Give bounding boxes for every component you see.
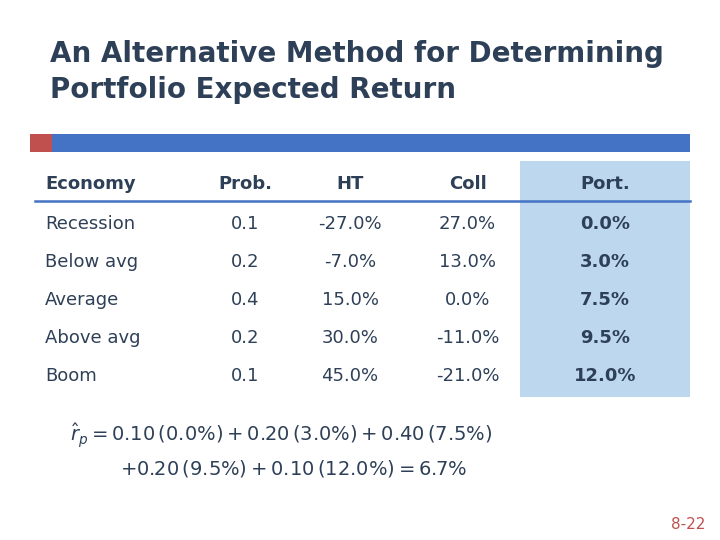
Text: 9.5%: 9.5% (580, 329, 630, 347)
Text: 0.1: 0.1 (231, 367, 259, 385)
Text: Recession: Recession (45, 215, 135, 233)
Text: -7.0%: -7.0% (324, 253, 376, 271)
Text: -21.0%: -21.0% (436, 367, 499, 385)
Text: 0.2: 0.2 (230, 329, 259, 347)
FancyBboxPatch shape (30, 134, 690, 152)
Text: 7.5%: 7.5% (580, 291, 630, 309)
Text: 0.1: 0.1 (231, 215, 259, 233)
Text: Above avg: Above avg (45, 329, 140, 347)
Text: Prob.: Prob. (218, 175, 272, 193)
Text: 12.0%: 12.0% (574, 367, 636, 385)
Text: 0.0%: 0.0% (580, 215, 630, 233)
Text: 45.0%: 45.0% (321, 367, 379, 385)
Text: $\hat{r}_p = 0.10\,(0.0\%) + 0.20\,(3.0\%) + 0.40\,(7.5\%)$: $\hat{r}_p = 0.10\,(0.0\%) + 0.20\,(3.0\… (70, 422, 492, 450)
Text: 0.2: 0.2 (230, 253, 259, 271)
Text: $+ 0.20\,(9.5\%) + 0.10\,(12.0\%) = 6.7\%$: $+ 0.20\,(9.5\%) + 0.10\,(12.0\%) = 6.7\… (120, 458, 467, 479)
Text: -11.0%: -11.0% (436, 329, 499, 347)
Text: 30.0%: 30.0% (322, 329, 379, 347)
FancyBboxPatch shape (520, 161, 690, 397)
Text: Coll: Coll (449, 175, 487, 193)
Text: Economy: Economy (45, 175, 135, 193)
Text: An Alternative Method for Determining
Portfolio Expected Return: An Alternative Method for Determining Po… (50, 40, 664, 104)
Text: 15.0%: 15.0% (322, 291, 379, 309)
Text: HT: HT (336, 175, 364, 193)
Text: -27.0%: -27.0% (318, 215, 382, 233)
Text: 0.0%: 0.0% (445, 291, 490, 309)
Text: 13.0%: 13.0% (439, 253, 496, 271)
Text: Average: Average (45, 291, 120, 309)
Text: Below avg: Below avg (45, 253, 138, 271)
Text: Boom: Boom (45, 367, 96, 385)
Text: 0.4: 0.4 (230, 291, 259, 309)
FancyBboxPatch shape (30, 134, 52, 152)
Text: 3.0%: 3.0% (580, 253, 630, 271)
Text: 8-22: 8-22 (670, 517, 705, 532)
Text: 27.0%: 27.0% (439, 215, 496, 233)
Text: Port.: Port. (580, 175, 630, 193)
